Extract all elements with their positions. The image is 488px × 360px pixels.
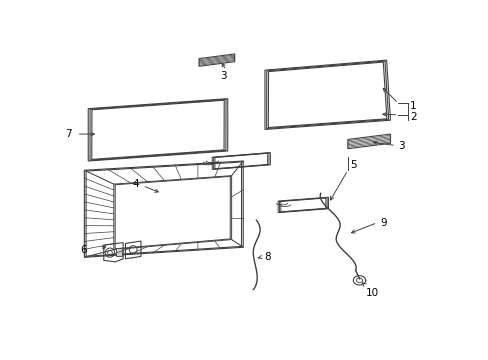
- Text: 10: 10: [365, 288, 378, 298]
- Text: 6: 6: [81, 244, 87, 255]
- Text: 2: 2: [409, 112, 416, 122]
- Text: 3: 3: [220, 71, 227, 81]
- Bar: [116, 248, 122, 256]
- Text: 7: 7: [65, 129, 72, 139]
- Text: 4: 4: [132, 179, 138, 189]
- Text: 8: 8: [264, 252, 270, 262]
- Text: 1: 1: [409, 101, 416, 111]
- Text: 3: 3: [397, 141, 404, 150]
- Text: 9: 9: [380, 217, 386, 228]
- Text: 5: 5: [349, 160, 356, 170]
